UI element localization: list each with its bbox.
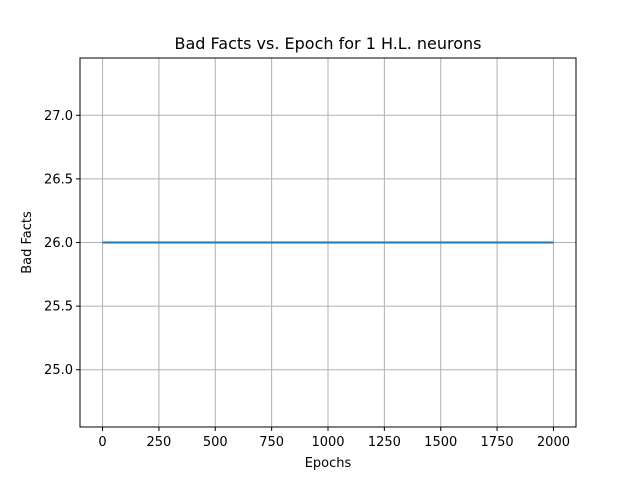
plot-frame bbox=[79, 57, 577, 428]
x-tick-label: 1750 bbox=[481, 435, 514, 450]
x-tick-label: 1500 bbox=[424, 435, 457, 450]
x-tick-label: 2000 bbox=[537, 435, 570, 450]
y-tick-label: 26.0 bbox=[44, 236, 73, 251]
x-tick-label: 1250 bbox=[368, 435, 401, 450]
x-tick-label: 500 bbox=[203, 435, 228, 450]
x-tick-label: 0 bbox=[98, 435, 106, 450]
y-tick-label: 26.5 bbox=[44, 172, 73, 187]
x-tick-label: 250 bbox=[146, 435, 171, 450]
y-axis-label: Bad Facts bbox=[20, 211, 35, 274]
chart-title: Bad Facts vs. Epoch for 1 H.L. neurons bbox=[175, 34, 482, 53]
y-tick-label: 27.0 bbox=[44, 109, 73, 124]
x-tick-label: 1000 bbox=[311, 435, 344, 450]
axis-ticks: 0 250 500 750 1000 1250 1500 1750 2000 25.0 25.5 26… bbox=[44, 109, 570, 450]
y-tick-label: 25.5 bbox=[44, 300, 73, 315]
y-tick-label: 25.0 bbox=[44, 363, 73, 378]
x-axis-label: Epochs bbox=[305, 456, 352, 471]
x-tick-label: 750 bbox=[259, 435, 284, 450]
